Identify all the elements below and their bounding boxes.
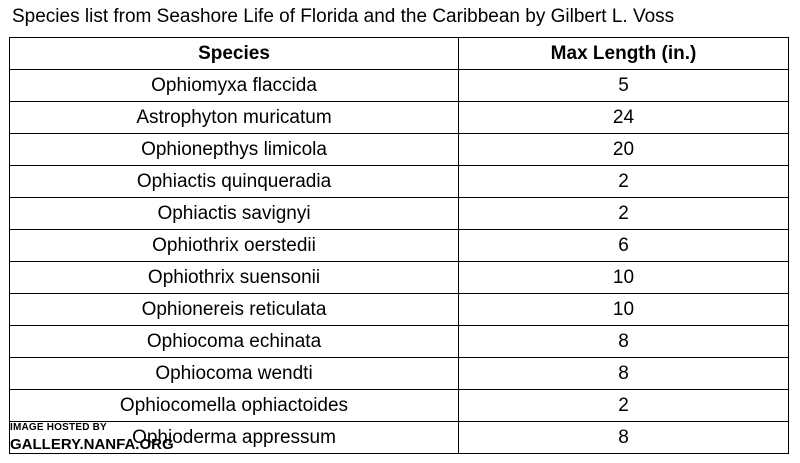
species-cell: Ophiactis savignyi — [9, 197, 459, 230]
species-cell: Ophiocoma wendti — [9, 357, 459, 390]
species-table: Species Max Length (in.) Ophiomyxa flacc… — [9, 37, 789, 454]
table-row: Ophiocoma wendti 8 — [9, 357, 789, 390]
max-length-cell: 20 — [458, 133, 789, 166]
species-cell: Ophiocomella ophiactoides — [9, 389, 459, 422]
watermark-line-1: IMAGE HOSTED BY — [10, 422, 107, 433]
species-cell: Ophionereis reticulata — [9, 293, 459, 326]
max-length-cell: 24 — [458, 101, 789, 134]
table-row: Ophiocoma echinata 8 — [9, 325, 789, 358]
max-length-cell: 8 — [458, 357, 789, 390]
table-header-row: Species Max Length (in.) — [9, 37, 789, 70]
max-length-cell: 10 — [458, 261, 789, 294]
species-cell: Ophionepthys limicola — [9, 133, 459, 166]
max-length-cell: 2 — [458, 197, 789, 230]
table-row: Ophiactis savignyi 2 — [9, 197, 789, 230]
table-row: Ophionereis reticulata 10 — [9, 293, 789, 326]
table-row: Ophiothrix oerstedii 6 — [9, 229, 789, 262]
max-length-cell: 8 — [458, 421, 789, 454]
max-length-cell: 5 — [458, 69, 789, 102]
header-species: Species — [9, 37, 459, 70]
max-length-cell: 2 — [458, 165, 789, 198]
header-max-length: Max Length (in.) — [458, 37, 789, 70]
species-cell: Ophiactis quinqueradia — [9, 165, 459, 198]
table-row: Ophiothrix suensonii 10 — [9, 261, 789, 294]
max-length-cell: 10 — [458, 293, 789, 326]
species-cell: Ophioderma appressum — [9, 421, 459, 454]
species-cell: Ophiothrix suensonii — [9, 261, 459, 294]
table-caption: Species list from Seashore Life of Flori… — [12, 6, 675, 27]
max-length-cell: 8 — [458, 325, 789, 358]
species-cell: Astrophyton muricatum — [9, 101, 459, 134]
species-cell: Ophiocoma echinata — [9, 325, 459, 358]
table-row: Astrophyton muricatum 24 — [9, 101, 789, 134]
max-length-cell: 2 — [458, 389, 789, 422]
table-row: Ophiactis quinqueradia 2 — [9, 165, 789, 198]
watermark-line-2: GALLERY.NANFA.ORG — [10, 436, 174, 453]
table-row: Ophiomyxa flaccida 5 — [9, 69, 789, 102]
table-row: Ophionepthys limicola 20 — [9, 133, 789, 166]
table-row: Ophioderma appressum 8 — [9, 421, 789, 454]
hosting-watermark: IMAGE HOSTED BY GALLERY.NANFA.ORG — [10, 422, 174, 453]
species-cell: Ophiothrix oerstedii — [9, 229, 459, 262]
max-length-cell: 6 — [458, 229, 789, 262]
table-row: Ophiocomella ophiactoides 2 — [9, 389, 789, 422]
species-cell: Ophiomyxa flaccida — [9, 69, 459, 102]
